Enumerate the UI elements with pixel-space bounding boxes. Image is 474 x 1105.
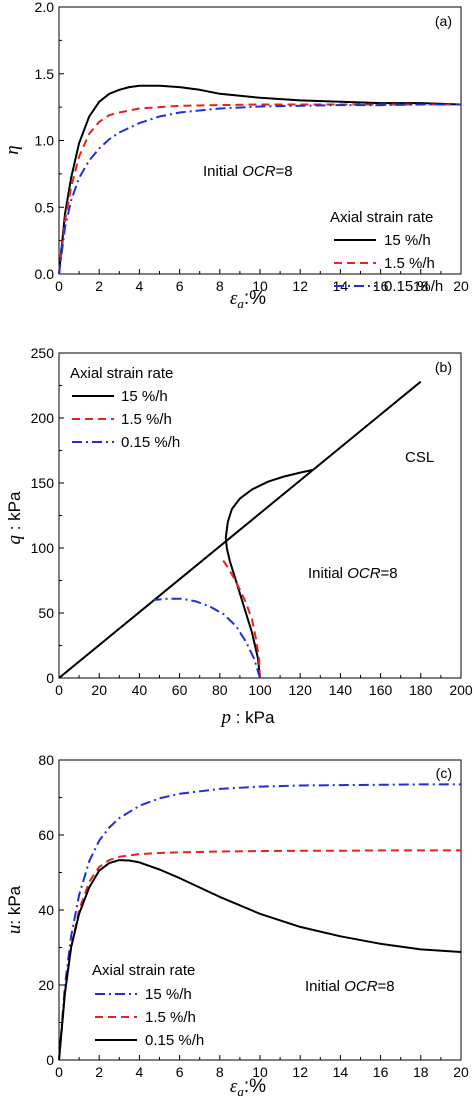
csl-label: CSL [405,449,434,466]
x-tick-label: 18 [413,1064,429,1080]
panel-label-b: (b) [435,359,452,375]
axis-ticks-a: 0 2 4 6 8 10 12 14 16 18 200.00.51.01.52.0 [35,0,469,294]
legend-title-c: Axial strain rate [92,962,195,979]
x-tick-label: 6 [176,278,184,294]
legend-entry: 15 %/h [145,986,192,1003]
y-tick-label: 200 [31,410,55,426]
x-tick-label: 10 [252,278,268,294]
series-line [224,469,313,679]
x-tick-label: 12 [292,278,308,294]
y-tick-label: 60 [38,827,54,843]
y-tick-label: 1.0 [35,133,55,149]
x-tick-label: 80 [212,682,228,698]
y-tick-label: 150 [31,475,55,491]
series-line [58,103,461,275]
series-line [220,557,261,679]
y-tick-label: 1.5 [35,66,55,82]
x-tick-label: 40 [132,682,148,698]
x-tick-label: 0 [55,682,63,698]
legend-entry: 1.5 %/h [121,411,172,428]
y-tick-label: 0.5 [35,199,55,215]
annotation-b: Initial OCR=8 [308,565,398,582]
y-tick-label: 20 [38,977,54,993]
legend-entry: 1.5 %/h [384,255,435,272]
y-tick-label: 100 [31,540,55,556]
x-tick-label: 120 [289,682,313,698]
x-tick-label: 20 [453,278,469,294]
panel-label-c: (c) [436,765,452,781]
csl-line [58,380,422,679]
series-group-a [58,84,462,275]
legend-entry: 0.15 %/h [145,1032,204,1049]
x-tick-label: 16 [373,278,389,294]
legend-b: 15 %/h 1.5 %/h 0.15 %/h [72,388,180,451]
legend-a: 15 %/h 1.5 %/h 0.15 %/h [334,232,443,295]
x-tick-label: 100 [248,682,272,698]
plot-frame-c [58,759,462,1061]
legend-title-b: Axial strain rate [70,365,173,382]
axis-ticks-b: 0 20 40 60 80 100 120 140 160 180 200 0 50 100 150 200 2… [31,345,473,698]
y-tick-label: 2.0 [35,0,55,15]
x-axis-label-a: εa:% [230,288,266,311]
legend-entry: 0.15 %/h [121,434,180,451]
annotation-c: Initial OCR=8 [305,978,395,995]
x-axis-label-c: εa:% [230,1076,266,1099]
series-line [58,859,462,1061]
annotation-a: Initial OCR=8 [203,163,293,180]
series-line [58,84,462,275]
legend-entry: 15 %/h [384,232,431,249]
chart-panel-b: 0 20 40 60 80 100 120 140 160 180 200 0 50 100 150 200 2… [4,345,473,728]
x-tick-label: 200 [449,682,473,698]
x-tick-label: 60 [172,682,188,698]
legend-entry: 1.5 %/h [145,1009,196,1026]
series-line [153,597,261,679]
x-tick-label: 2 [95,1064,103,1080]
y-tick-label: 0.0 [35,266,55,282]
y-tick-label: 250 [31,345,55,361]
x-tick-label: 140 [329,682,353,698]
x-tick-label: 8 [216,278,224,294]
y-tick-label: 0 [46,670,54,686]
x-tick-label: 18 [413,278,429,294]
x-tick-label: 20 [453,1064,469,1080]
x-tick-label: 4 [136,1064,144,1080]
x-tick-label: 160 [369,682,393,698]
legend-title-a: Axial strain rate [330,209,433,226]
x-tick-label: 10 [252,1064,268,1080]
legend-entry: 0.15 %/h [384,278,443,295]
panel-label-a: (a) [435,13,452,29]
chart-panel-a: 0 2 4 6 8 10 12 14 16 18 200.00.51.01.52.0 (a) Ini… [2,0,469,311]
x-axis-label-b: p : kPa [220,707,276,728]
x-tick-label: 0 [55,1064,63,1080]
y-tick-label: 0 [46,1052,54,1068]
series-group-b [58,380,422,679]
x-tick-label: 14 [333,1064,349,1080]
y-tick-label: 50 [38,605,54,621]
y-axis-label-a: η [2,145,23,154]
y-axis-label-b: q : kPa [4,491,25,545]
x-tick-label: 4 [136,278,144,294]
chart-panel-c: 0 2 4 6 8 10 12 14 16 18 20 0 20 40 60 80 (c) Initial O… [4,752,469,1099]
legend-c: 15 %/h 1.5 %/h 0.15 %/h [95,986,204,1049]
x-tick-label: 6 [176,1064,184,1080]
x-tick-label: 180 [409,682,433,698]
series-line [58,849,461,1061]
x-tick-label: 2 [95,278,103,294]
x-tick-label: 12 [292,1064,308,1080]
x-tick-label: 0 [55,278,63,294]
x-tick-label: 20 [91,682,107,698]
series-group-c [58,783,462,1061]
series-line [58,103,461,275]
x-tick-label: 8 [216,1064,224,1080]
legend-entry: 15 %/h [121,388,168,405]
y-tick-label: 80 [38,752,54,768]
y-axis-label-c: u: kPa [4,885,25,934]
series-line [58,783,461,1061]
y-tick-label: 40 [38,902,54,918]
x-tick-label: 16 [373,1064,389,1080]
axis-ticks-c: 0 2 4 6 8 10 12 14 16 18 20 0 20 40 60 80 [38,752,469,1080]
